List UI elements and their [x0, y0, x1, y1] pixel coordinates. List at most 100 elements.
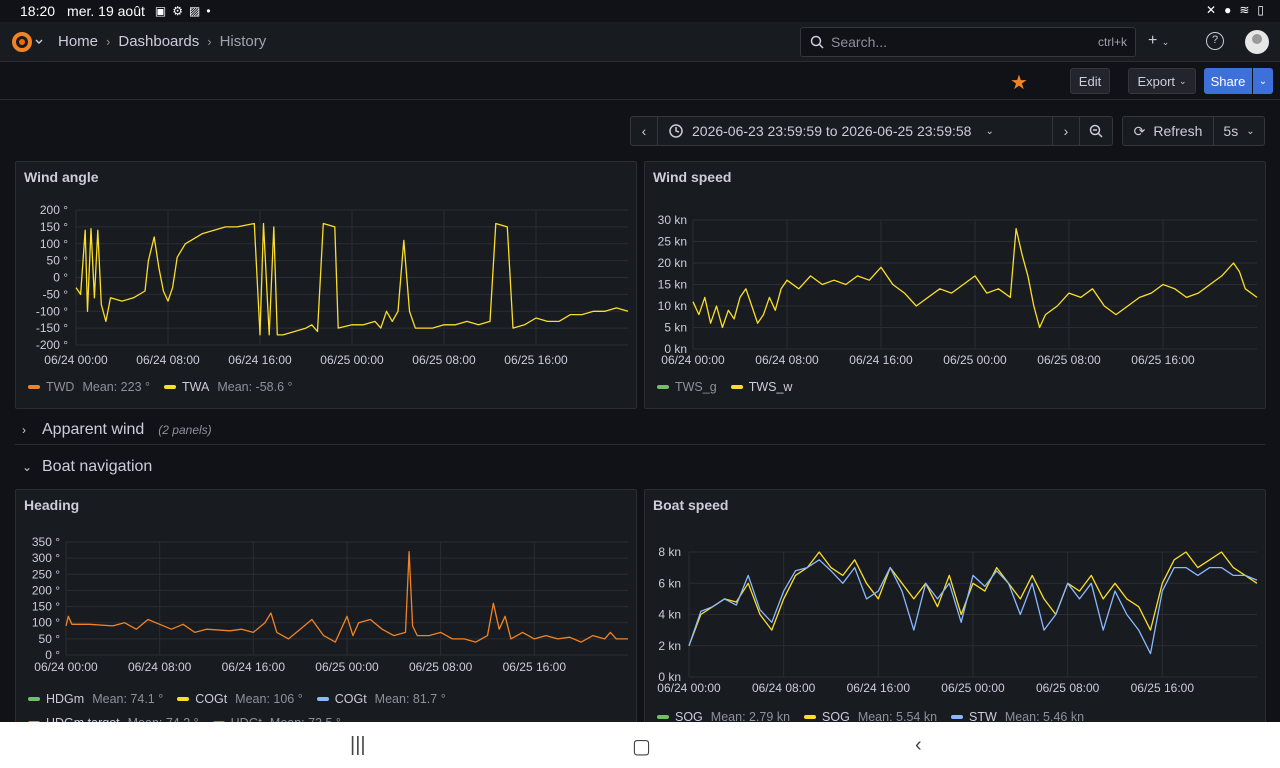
legend-swatch [316, 697, 329, 701]
legend-mean: Mean: 5.54 kn [857, 710, 938, 724]
x-tick-label: 06/24 08:00 [755, 353, 819, 367]
legend-mean: Mean: 5.46 kn [1004, 710, 1085, 724]
y-tick-label: 25 kn [658, 235, 687, 249]
back-icon[interactable]: ‹ [915, 734, 922, 756]
legend-mean: Mean: 106 ° [235, 692, 303, 706]
chevron-down-icon: ⌄ [1258, 75, 1268, 87]
series-line [75, 222, 629, 336]
wind-angle-chart[interactable]: 200 ° 150 ° 100 ° 50 ° 0 ° -50 ° -100 ° -150 ° -… [16, 162, 638, 410]
row-divider [15, 444, 1265, 445]
heading-chart[interactable]: 350 °300 °250 °200 °150 °100 °50 °0 °06/… [16, 490, 638, 730]
favorite-star-icon[interactable]: ★ [1010, 72, 1028, 94]
legend-item[interactable]: TWS_g [657, 380, 717, 394]
legend-item[interactable]: SOG Mean: 5.54 kn [804, 710, 937, 724]
export-button[interactable]: Export ⌄ [1128, 68, 1196, 94]
search-input[interactable]: Search... ctrl+k [800, 27, 1136, 57]
clock-icon [669, 124, 683, 138]
panel-wind-angle[interactable]: 200 ° 150 ° 100 ° 50 ° 0 ° -50 ° -100 ° -150 ° -… [15, 161, 637, 409]
panel-heading[interactable]: 350 ° 300 ° 250 ° 200 ° 150 ° 100 ° 50 ° 0 ° 06/… [15, 489, 638, 730]
x-tick-label: 06/24 16:00 [849, 353, 913, 367]
series-line [688, 559, 1258, 655]
refresh-icon: ⟳ [1133, 122, 1146, 139]
x-tick-label: 06/25 00:00 [941, 681, 1005, 695]
legend-item[interactable]: STW Mean: 5.46 kn [951, 710, 1084, 724]
x-tick-label: 06/24 16:00 [847, 681, 911, 695]
legend-name: TWA [182, 380, 210, 394]
refresh-interval-select[interactable]: 5s ⌄ [1213, 116, 1265, 146]
chevron-right-icon: › [22, 423, 26, 437]
panel-legend: TWS_g TWS_w [657, 378, 806, 394]
time-back-button[interactable]: ‹ [630, 116, 658, 146]
breadcrumb-home[interactable]: Home [58, 33, 99, 50]
legend-name: SOG [675, 710, 703, 724]
share-button[interactable]: Share [1204, 68, 1252, 94]
y-tick-label: 15 kn [658, 278, 687, 292]
x-tick-label: 06/24 08:00 [752, 681, 816, 695]
edit-button[interactable]: Edit [1070, 68, 1110, 94]
x-tick-label: 06/25 16:00 [504, 353, 568, 367]
help-icon[interactable]: ? [1206, 32, 1224, 50]
legend-item[interactable]: TWS_w [730, 380, 793, 394]
x-tick-label: 06/25 08:00 [409, 660, 473, 674]
legend-mean: Mean: 223 ° [82, 380, 151, 394]
row-apparent-wind[interactable]: › Apparent wind (2 panels) [22, 421, 212, 439]
legend-name: TWS_w [748, 380, 793, 394]
legend-name: SOG [822, 710, 850, 724]
panel-wind-speed[interactable]: 30 kn 25 kn 20 kn 15 kn 10 kn 5 kn 0 kn 06/24 0… [644, 161, 1266, 409]
series-line [688, 551, 1258, 647]
export-label: Export [1137, 73, 1176, 89]
legend-item[interactable]: TWA Mean: -58.6 ° [164, 380, 293, 394]
x-tick-label: 06/25 08:00 [412, 353, 476, 367]
breadcrumb-current: History [219, 33, 267, 50]
row-boat-navigation[interactable]: ⌄ Boat navigation [22, 458, 152, 476]
y-tick-label: 350 ° [32, 535, 60, 549]
search-icon [810, 35, 824, 49]
location-icon: ● [1224, 3, 1232, 17]
legend-item[interactable]: COGt Mean: 81.7 ° [316, 688, 446, 710]
y-tick-label: -150 ° [36, 321, 68, 335]
legend-swatch [177, 697, 190, 701]
zoom-out-button[interactable] [1079, 116, 1113, 146]
time-forward-button[interactable]: › [1052, 116, 1080, 146]
share-dropdown-button[interactable]: ⌄ [1253, 68, 1273, 94]
app-icon: ▨ [188, 4, 201, 18]
y-tick-label: 8 kn [658, 545, 681, 559]
y-tick-label: 5 kn [664, 321, 687, 335]
home-icon[interactable]: ▢ [632, 736, 651, 758]
recent-apps-icon[interactable]: ||| [350, 734, 366, 756]
row-title: Apparent wind [42, 421, 145, 438]
chevron-down-icon: ⌄ [1246, 125, 1255, 137]
legend-item[interactable]: SOG Mean: 2.79 kn [657, 710, 790, 724]
panel-title: Wind angle [24, 169, 99, 185]
breadcrumb: Home › Dashboards › History [58, 33, 266, 50]
legend-name: COGt [334, 692, 367, 706]
y-tick-label: 2 kn [658, 639, 681, 653]
breadcrumb-dashboards[interactable]: Dashboards [118, 33, 200, 50]
y-tick-label: 200 ° [32, 583, 60, 597]
panel-legend: TWD Mean: 223 ° TWA Mean: -58.6 ° [28, 378, 307, 394]
avatar[interactable] [1245, 30, 1269, 54]
panel-boat-speed[interactable]: 8 kn 6 kn 4 kn 2 kn 0 kn 06/24 00:00 06/24 08:… [644, 489, 1266, 729]
legend-swatch [804, 715, 817, 719]
legend-name: TWD [46, 380, 75, 394]
add-new-button[interactable]: + ⌄ [1148, 32, 1169, 50]
y-tick-label: 4 kn [658, 608, 681, 622]
y-tick-label: 0 kn [658, 670, 681, 684]
legend-item[interactable]: COGt Mean: 106 ° [177, 688, 303, 710]
x-tick-label: 06/25 08:00 [1037, 353, 1101, 367]
x-tick-label: 06/25 16:00 [1131, 353, 1195, 367]
legend-item[interactable]: HDGm Mean: 74.1 ° [28, 688, 163, 710]
legend-item[interactable]: TWD Mean: 223 ° [28, 380, 150, 394]
time-range-picker[interactable]: 2026-06-23 23:59:59 to 2026-06-25 23:59:… [657, 116, 1053, 146]
refresh-button[interactable]: ⟳ Refresh [1122, 116, 1214, 146]
legend-swatch [657, 385, 669, 389]
y-tick-label: 10 kn [658, 299, 687, 313]
row-title: Boat navigation [42, 458, 153, 475]
legend-name: STW [969, 710, 997, 724]
x-tick-label: 06/25 00:00 [943, 353, 1007, 367]
y-tick-label: -100 ° [36, 304, 68, 318]
grafana-logo-menu[interactable] [10, 30, 44, 54]
settings-icon: ⚙ [172, 4, 183, 18]
